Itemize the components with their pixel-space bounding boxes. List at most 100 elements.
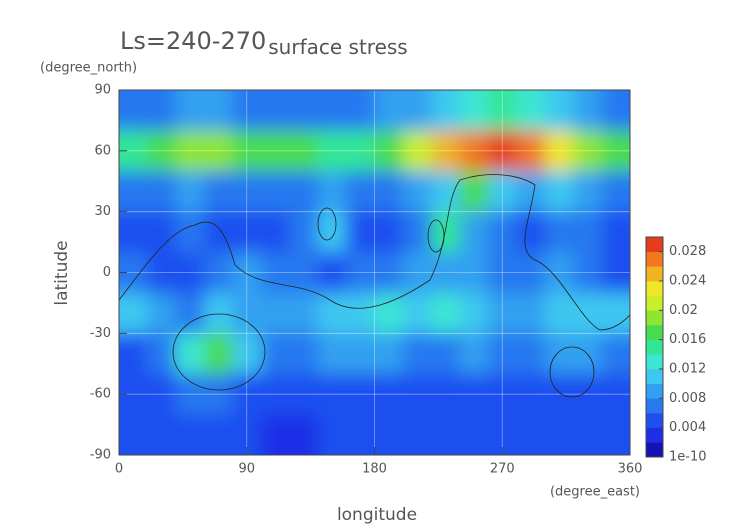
colorbar-band	[646, 427, 663, 443]
cell	[260, 90, 290, 132]
cell	[346, 130, 375, 172]
cell	[374, 130, 404, 172]
cell	[402, 373, 432, 415]
y-tick-label: -60	[90, 387, 111, 402]
cell	[544, 333, 574, 375]
cell	[346, 252, 375, 294]
cell	[374, 252, 404, 294]
cell	[317, 292, 347, 334]
colorbar-band	[646, 413, 663, 428]
cell	[544, 252, 574, 294]
cell	[346, 171, 375, 213]
colorbar-tick-label: 0.024	[669, 274, 706, 289]
cell	[175, 211, 205, 253]
cell	[289, 373, 319, 415]
cell	[317, 90, 347, 132]
cell	[488, 292, 517, 334]
colorbar-tick-label: 0.008	[669, 391, 706, 406]
cell	[260, 414, 290, 455]
cell	[431, 414, 461, 455]
cell	[488, 373, 517, 415]
cell	[516, 90, 546, 132]
cell	[374, 414, 404, 455]
cell	[346, 333, 375, 375]
chart-title: Ls=240-270 surface stress	[120, 27, 408, 59]
cell	[346, 373, 375, 415]
x-tick-label: 360	[618, 462, 643, 477]
cell	[431, 90, 461, 132]
cell	[317, 373, 347, 415]
cell	[374, 292, 404, 334]
cell	[175, 171, 205, 213]
cell	[147, 90, 177, 132]
cell	[346, 90, 375, 132]
cell	[544, 211, 574, 253]
cell	[459, 211, 489, 253]
y-tick-label: -90	[90, 448, 111, 463]
field	[119, 90, 630, 455]
cell	[147, 252, 177, 294]
colorbar-frame	[645, 236, 664, 458]
y-tick-label: 90	[94, 83, 111, 98]
cell	[601, 130, 630, 172]
x-tick-label: 90	[238, 462, 255, 477]
cell	[374, 373, 404, 415]
cell	[119, 333, 148, 375]
cell	[289, 292, 319, 334]
cell	[260, 130, 290, 172]
cell	[459, 90, 489, 132]
cell	[402, 90, 432, 132]
cell	[232, 373, 262, 415]
cell	[175, 292, 205, 334]
cell	[459, 373, 489, 415]
cell	[119, 90, 148, 132]
cell	[459, 414, 489, 455]
cell	[544, 171, 574, 213]
cell	[147, 171, 177, 213]
y-tick-label: -30	[90, 326, 111, 341]
cell	[346, 292, 375, 334]
cell	[204, 333, 234, 375]
cell	[232, 333, 262, 375]
cell	[175, 252, 205, 294]
colorbar-tick-label: 0.004	[669, 420, 706, 435]
cell	[175, 130, 205, 172]
cell	[459, 333, 489, 375]
colorbar-band	[646, 310, 663, 326]
plot-area	[119, 90, 630, 455]
cell	[488, 252, 517, 294]
cell	[601, 252, 630, 294]
colorbar-band	[646, 354, 663, 370]
cell	[175, 90, 205, 132]
x-tick-label: 180	[362, 462, 387, 477]
cell	[402, 333, 432, 375]
cell	[147, 292, 177, 334]
cell	[402, 211, 432, 253]
cell	[544, 373, 574, 415]
cell	[204, 171, 234, 213]
cell	[204, 373, 234, 415]
y-label: latitude	[52, 240, 72, 305]
cell	[175, 333, 205, 375]
colorbar-band	[646, 383, 663, 399]
cell	[544, 90, 574, 132]
cell	[402, 252, 432, 294]
cell	[431, 373, 461, 415]
cell	[260, 211, 290, 253]
colorbar-tick-label: 0.016	[669, 332, 706, 347]
subtitle: surface stress	[268, 35, 407, 59]
cell	[204, 252, 234, 294]
cell	[459, 130, 489, 172]
cell	[402, 130, 432, 172]
cell	[516, 373, 546, 415]
cell	[232, 130, 262, 172]
colorbar-band	[646, 295, 663, 311]
colorbar-band	[646, 251, 663, 267]
cell	[374, 211, 404, 253]
colorbar-tick-label: 0.012	[669, 362, 706, 377]
cell	[573, 373, 603, 415]
cell	[260, 171, 290, 213]
colorbar-band	[646, 281, 663, 296]
cell	[260, 373, 290, 415]
